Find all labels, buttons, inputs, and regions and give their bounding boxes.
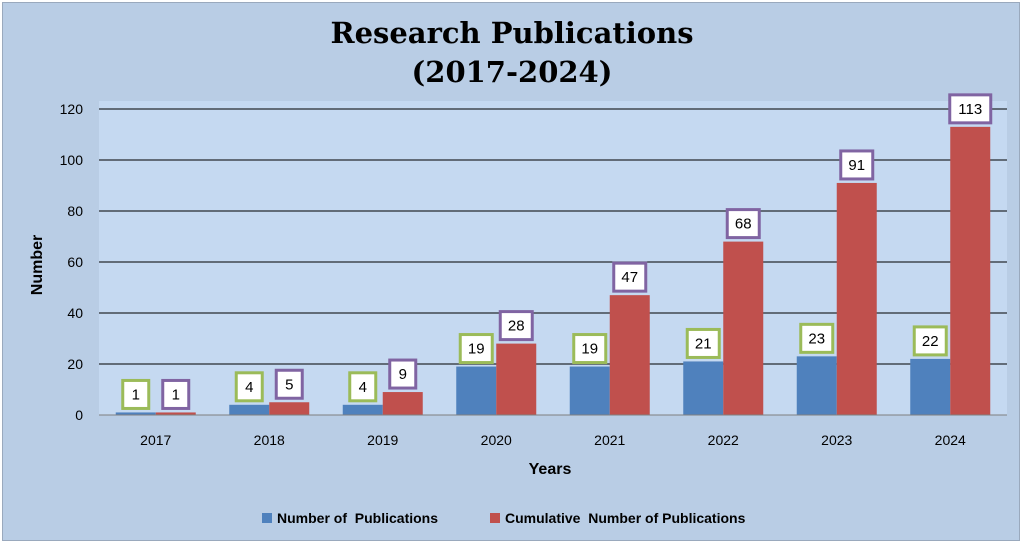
x-axis-title: Years	[529, 461, 572, 478]
data-label-series-2: 68	[735, 216, 752, 233]
y-axis-title: Number	[29, 235, 46, 295]
data-label-series-1: 22	[922, 333, 939, 350]
x-tick-label: 2017	[140, 432, 171, 448]
y-tick-label: 20	[67, 356, 83, 372]
data-label-series-1: 19	[468, 341, 485, 358]
legend-label-series-1: Number of Publications	[277, 510, 438, 526]
x-tick-label: 2018	[254, 432, 285, 448]
data-label-box-series-2	[161, 378, 191, 410]
x-tick-label: 2021	[594, 432, 625, 448]
bar-series-2	[269, 402, 310, 415]
data-label-box-series-2	[839, 149, 875, 181]
legend-label-series-2: Cumulative Number of Publications	[505, 510, 746, 526]
chart-title-line-2: (2017-2024)	[412, 55, 613, 89]
bar-series-2	[950, 126, 991, 415]
bar-series-1	[229, 404, 270, 415]
data-label-series-2: 1	[172, 386, 180, 403]
data-label-box-series-1	[912, 325, 948, 357]
bar-series-1	[456, 366, 497, 415]
x-tick-label: 2020	[481, 432, 512, 448]
bar-series-1	[910, 358, 951, 415]
y-tick-label: 80	[67, 203, 83, 219]
data-label-box-series-2	[498, 310, 534, 342]
legend: Number of Publications Cumulative Number…	[262, 510, 746, 526]
data-label-series-1: 23	[808, 330, 825, 347]
data-label-box-series-1	[234, 371, 264, 403]
data-label-series-1: 21	[695, 335, 712, 352]
data-label-series-2: 28	[508, 318, 525, 335]
data-label-box-series-1	[121, 378, 151, 410]
plot-area: 0 20 40 60 80 100 120 1 4 4 19 19 21 23 22 1 5 9 28 47 68 91 1…	[60, 93, 1007, 448]
data-label-box-series-2	[725, 208, 761, 240]
data-label-box-series-1	[348, 371, 378, 403]
bar-series-1	[683, 361, 724, 415]
y-tick-label: 60	[67, 254, 83, 270]
data-label-box-series-1	[799, 322, 835, 354]
data-label-series-1: 19	[581, 341, 598, 358]
data-label-series-2: 113	[958, 101, 982, 118]
data-label-box-series-2	[948, 93, 993, 125]
y-tick-label: 100	[60, 152, 84, 168]
bar-series-2	[496, 343, 537, 415]
bar-series-2	[609, 295, 650, 415]
bar-series-2	[382, 392, 423, 415]
bar-series-1	[115, 412, 156, 415]
data-label-box-series-1	[458, 333, 494, 365]
legend-swatch-series-1	[262, 513, 272, 523]
data-label-series-2: 47	[621, 269, 638, 286]
bar-series-2	[723, 241, 764, 415]
bar-series-2	[155, 412, 196, 415]
y-tick-label: 40	[67, 305, 83, 321]
data-label-box-series-1	[685, 327, 721, 359]
y-tick-label: 120	[60, 101, 84, 117]
chart-svg: Research Publications (2017-2024) 0 20 40 6…	[29, 16, 1007, 526]
data-label-series-2: 5	[285, 376, 293, 393]
data-label-box-series-2	[274, 368, 304, 400]
legend-swatch-series-2	[490, 513, 500, 523]
data-label-series-1: 4	[359, 379, 367, 396]
data-label-box-series-2	[612, 261, 648, 293]
x-tick-label: 2022	[708, 432, 739, 448]
data-label-series-1: 1	[132, 386, 140, 403]
chart-title-line-1: Research Publications	[330, 16, 693, 50]
data-label-series-2: 9	[399, 366, 407, 383]
data-label-box-series-1	[572, 333, 608, 365]
bar-series-1	[796, 356, 837, 415]
x-tick-label: 2019	[367, 432, 398, 448]
bar-series-1	[569, 366, 610, 415]
data-label-series-1: 4	[245, 379, 253, 396]
x-tick-label: 2024	[935, 432, 966, 448]
x-tick-label: 2023	[821, 432, 852, 448]
bar-series-1	[342, 404, 383, 415]
y-tick-label: 0	[75, 407, 83, 423]
data-label-series-2: 91	[848, 157, 865, 174]
bar-series-2	[836, 182, 877, 415]
data-label-box-series-2	[388, 358, 418, 390]
